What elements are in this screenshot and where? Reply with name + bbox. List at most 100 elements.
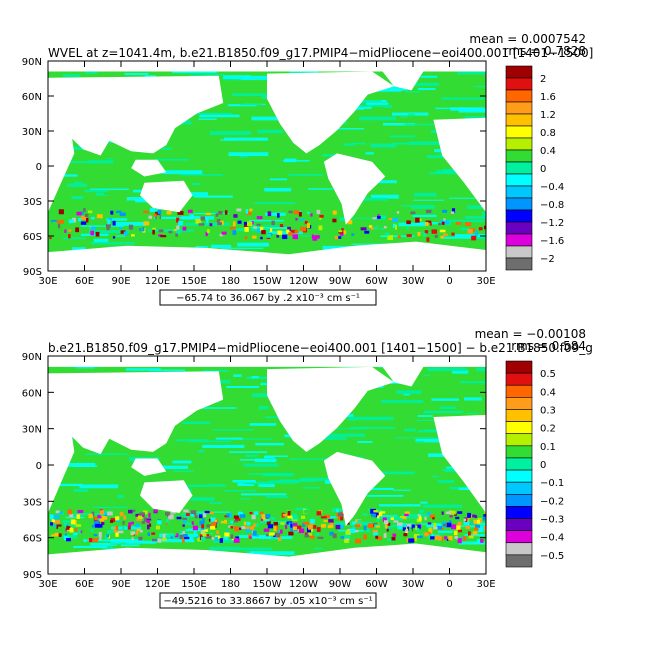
panel-title: b.e21.B1850.f09_g17.PMIP4−midPliocene−eo… [48, 341, 593, 355]
colorbar-swatch [505, 101, 533, 115]
southern-ocean-cell [273, 521, 279, 526]
ocean-mottling [237, 78, 278, 81]
ocean-mottling [63, 237, 86, 240]
southern-ocean-cell [477, 527, 484, 533]
southern-ocean-cell [336, 531, 340, 537]
southern-ocean-cell [156, 520, 162, 525]
southern-ocean-cell [475, 524, 481, 528]
southern-ocean-cell [319, 214, 324, 218]
ocean-mottling [196, 112, 232, 115]
southern-ocean-cell [173, 228, 177, 231]
land-mask [433, 117, 486, 213]
southern-ocean-cell [224, 210, 228, 215]
southern-ocean-cell [206, 524, 212, 528]
panel-title: WVEL at z=1041.4m, b.e21.B1850.f09_g17.P… [48, 46, 593, 60]
ocean-mottling [259, 521, 285, 524]
ocean-mottling [408, 113, 415, 117]
southern-ocean-cell [373, 512, 379, 518]
colorbar-swatch [505, 457, 533, 471]
southern-ocean-cell [332, 218, 337, 223]
southern-ocean-cell [237, 511, 244, 517]
ocean-mottling [153, 209, 161, 212]
southern-ocean-cell [200, 531, 206, 534]
southern-ocean-cell [432, 526, 438, 530]
ocean-mottling [83, 189, 108, 193]
ocean-mottling [420, 501, 428, 504]
ocean-mottling [144, 75, 156, 78]
ocean-mottling [62, 520, 72, 524]
southern-ocean-cell [332, 533, 337, 539]
southern-ocean-cell [470, 228, 476, 232]
colorbar-swatch [505, 185, 533, 199]
ocean-mottling [258, 405, 269, 410]
ocean-mottling [111, 526, 142, 530]
southern-ocean-cell [444, 536, 448, 540]
southern-ocean-cell [146, 519, 150, 524]
southern-ocean-cell [266, 233, 272, 238]
southern-ocean-cell [256, 223, 262, 226]
ocean-mottling [476, 367, 486, 372]
colorbar-swatch [505, 209, 533, 223]
southern-ocean-cell [76, 211, 82, 216]
southern-ocean-cell [292, 516, 299, 520]
southern-ocean-cell [257, 228, 262, 233]
ocean-mottling [485, 424, 486, 427]
southern-ocean-cell [355, 514, 359, 519]
ocean-mottling [65, 462, 96, 467]
ocean-mottling [202, 444, 245, 449]
southern-ocean-cell [463, 518, 467, 521]
southern-ocean-cell [207, 229, 210, 233]
colorbar-swatch [505, 89, 533, 103]
southern-ocean-cell [211, 537, 215, 540]
ocean-mottling [232, 93, 276, 97]
southern-ocean-cell [320, 516, 327, 519]
southern-ocean-cell [426, 531, 432, 535]
ocean-mottling [359, 116, 397, 121]
southern-ocean-cell [210, 517, 216, 522]
southern-ocean-cell [182, 524, 185, 527]
ocean-mottling [416, 419, 437, 421]
southern-ocean-cell [249, 536, 252, 539]
mean-stat: mean = −0.00108 [475, 327, 586, 341]
ocean-mottling [370, 194, 399, 199]
southern-ocean-cell [246, 221, 253, 227]
southern-ocean-cell [476, 538, 483, 544]
lon-tick-label: 150W [253, 579, 282, 590]
ocean-mottling [237, 482, 254, 487]
southern-ocean-cell [142, 514, 145, 518]
southern-ocean-cell [392, 223, 397, 229]
ocean-mottling [249, 551, 295, 556]
ocean-mottling [358, 487, 394, 490]
ocean-mottling [257, 129, 284, 134]
ocean-mottling [213, 539, 236, 543]
ocean-mottling [449, 486, 468, 490]
lat-tick-label: 90N [22, 57, 42, 68]
southern-ocean-cell [182, 226, 187, 231]
southern-ocean-cell [300, 226, 306, 232]
southern-ocean-cell [241, 526, 246, 529]
ocean-mottling [404, 428, 416, 432]
southern-ocean-cell [277, 213, 280, 218]
southern-ocean-cell [423, 232, 427, 237]
southern-ocean-cell [437, 525, 443, 530]
ocean-mottling [393, 489, 411, 491]
southern-ocean-cell [392, 533, 397, 537]
ocean-mottling [209, 546, 240, 551]
ocean-mottling [120, 544, 140, 547]
ocean-mottling [125, 368, 161, 371]
ocean-mottling [164, 484, 211, 487]
southern-ocean-cell [302, 522, 306, 527]
southern-ocean-cell [151, 532, 156, 535]
ocean-mottling [64, 161, 93, 164]
southern-ocean-cell [373, 532, 379, 536]
lat-tick-label: 30N [22, 127, 42, 138]
ocean-mottling [344, 104, 385, 108]
southern-ocean-cell [384, 232, 390, 236]
lon-tick-label: 60W [365, 276, 388, 287]
southern-ocean-cell [195, 536, 202, 540]
ocean-mottling [465, 215, 486, 219]
ocean-mottling [252, 393, 269, 398]
ocean-mottling [226, 385, 259, 388]
southern-ocean-cell [199, 520, 205, 525]
colorbar-swatch [505, 372, 533, 386]
